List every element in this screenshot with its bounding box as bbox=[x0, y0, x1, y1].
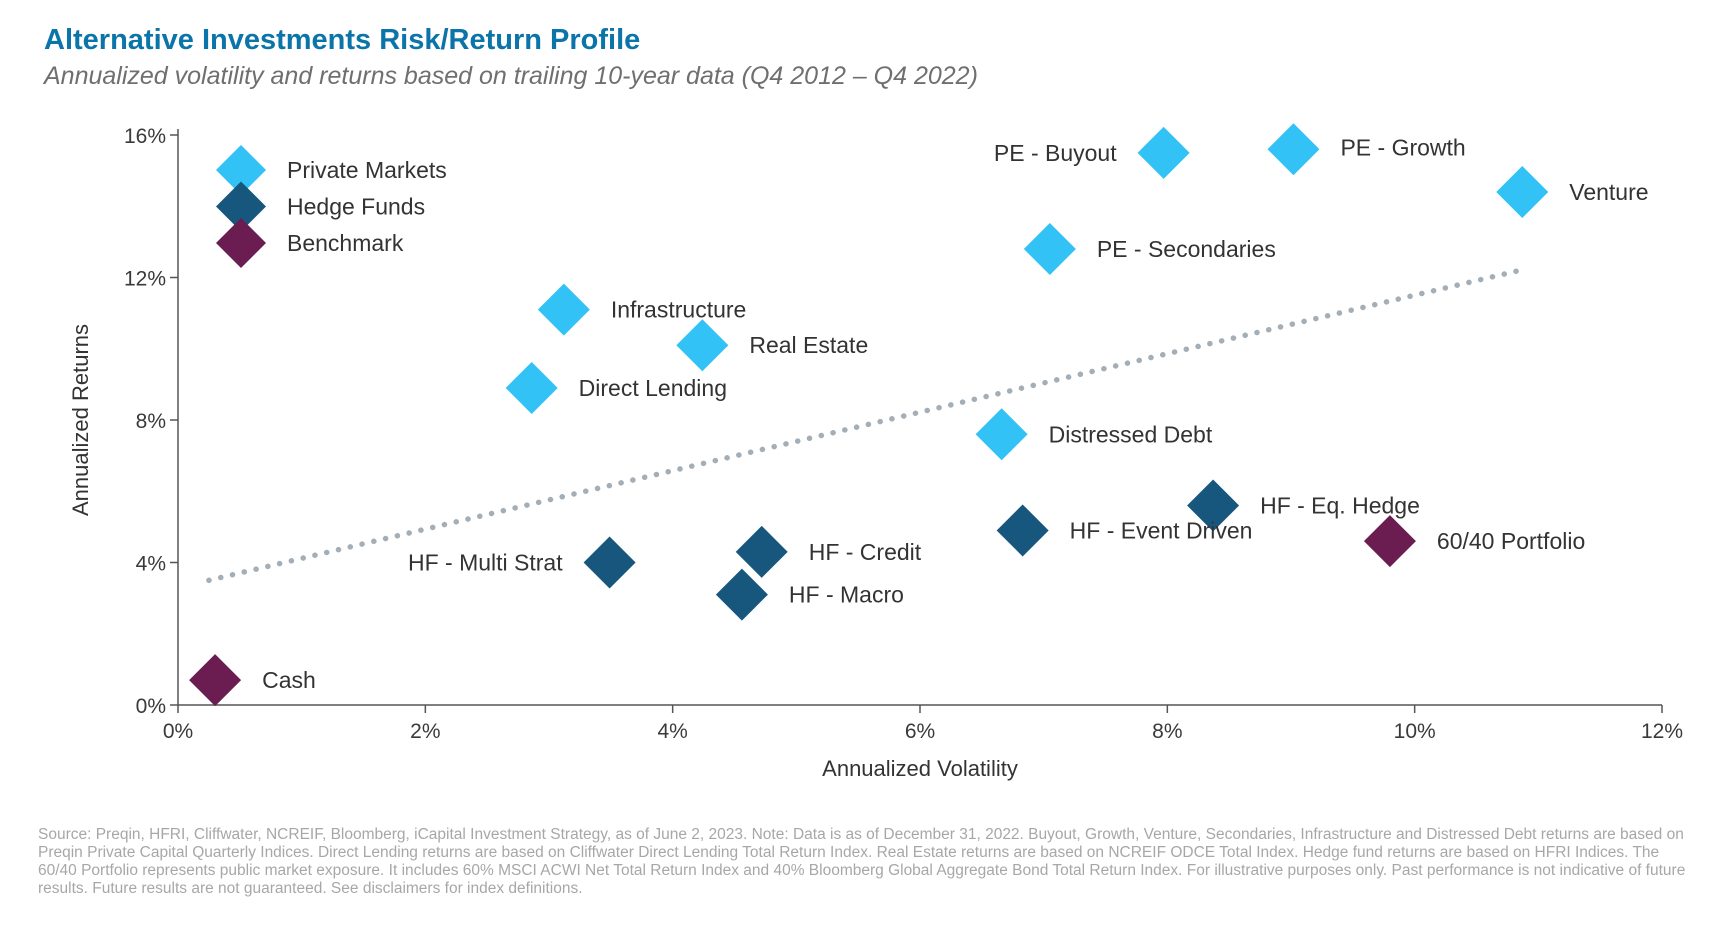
data-label: PE - Growth bbox=[1340, 134, 1465, 160]
data-point bbox=[975, 408, 1028, 461]
data-point bbox=[1023, 223, 1076, 275]
legend-label: Hedge Funds bbox=[287, 194, 425, 220]
legend-label: Benchmark bbox=[287, 230, 404, 256]
data-point bbox=[1496, 166, 1549, 218]
data-label: Cash bbox=[262, 667, 316, 693]
y-axis-title: Annualized Returns bbox=[68, 324, 93, 516]
data-label: 60/40 Portfolio bbox=[1437, 528, 1585, 554]
data-label: Direct Lending bbox=[579, 375, 727, 401]
y-tick-label: 12% bbox=[124, 268, 166, 291]
data-point bbox=[1187, 479, 1240, 532]
y-tick-label: 8% bbox=[136, 410, 166, 433]
y-tick-label: 0% bbox=[136, 695, 166, 718]
data-label: Distressed Debt bbox=[1049, 421, 1213, 447]
data-label: Real Estate bbox=[749, 332, 868, 358]
legend-marker-private bbox=[216, 145, 266, 195]
x-tick-label: 10% bbox=[1394, 720, 1436, 743]
x-tick-label: 2% bbox=[410, 720, 440, 743]
data-label: PE - Secondaries bbox=[1097, 236, 1276, 262]
x-tick-label: 6% bbox=[905, 720, 935, 743]
legend-marker-hedge bbox=[216, 181, 266, 232]
legend-marker-benchmark bbox=[216, 218, 266, 268]
data-label: HF - Multi Strat bbox=[408, 550, 563, 576]
data-label: HF - Eq. Hedge bbox=[1260, 493, 1420, 519]
data-point bbox=[583, 536, 636, 589]
x-tick-label: 4% bbox=[657, 720, 687, 743]
chart-title: Alternative Investments Risk/Return Prof… bbox=[44, 24, 641, 56]
data-point bbox=[715, 568, 768, 621]
data-label: Venture bbox=[1569, 179, 1648, 205]
data-point bbox=[676, 319, 729, 372]
x-tick-label: 8% bbox=[1152, 720, 1182, 743]
data-label: HF - Macro bbox=[789, 582, 904, 608]
x-tick-label: 12% bbox=[1641, 720, 1683, 743]
y-tick-label: 4% bbox=[136, 553, 166, 576]
trendline bbox=[206, 267, 1523, 584]
data-point bbox=[189, 654, 242, 707]
data-label: HF - Credit bbox=[809, 539, 922, 565]
source-footnote: Source: Preqin, HFRI, Cliffwater, NCREIF… bbox=[38, 826, 1686, 897]
data-label: Infrastructure bbox=[611, 297, 747, 323]
chart-subtitle: Annualized volatility and returns based … bbox=[44, 62, 978, 90]
data-label: HF - Event Driven bbox=[1070, 517, 1253, 543]
data-point bbox=[735, 525, 788, 578]
data-point bbox=[1267, 123, 1320, 176]
data-point bbox=[1363, 515, 1416, 568]
y-tick-label: 16% bbox=[124, 125, 166, 148]
legend-label: Private Markets bbox=[287, 157, 447, 183]
data-point bbox=[1137, 126, 1190, 179]
data-point bbox=[505, 361, 558, 414]
data-label: PE - Buyout bbox=[994, 140, 1117, 166]
x-axis-title: Annualized Volatility bbox=[822, 756, 1018, 781]
x-tick-label: 0% bbox=[163, 720, 193, 743]
data-point bbox=[537, 283, 590, 336]
data-point bbox=[996, 504, 1049, 557]
